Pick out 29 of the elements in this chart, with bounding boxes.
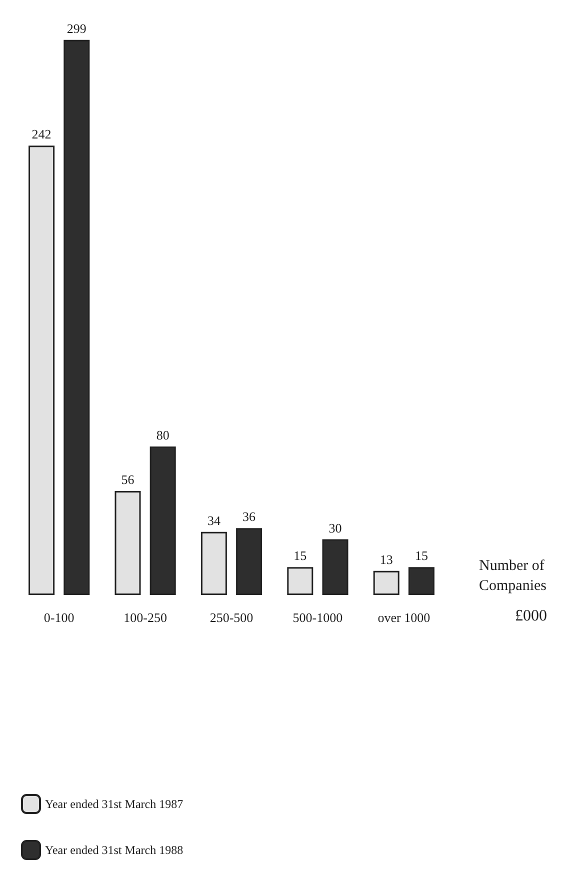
bar xyxy=(114,491,141,595)
bar xyxy=(28,146,55,595)
data-label: 30 xyxy=(328,520,342,536)
bar xyxy=(408,567,434,595)
data-label: 242 xyxy=(32,126,52,142)
bar xyxy=(150,446,176,595)
y-axis-title: Number of Companies xyxy=(479,558,548,594)
x-tick-label: 0-100 xyxy=(44,610,74,625)
data-label: 299 xyxy=(66,20,86,36)
x-tick-label: over 1000 xyxy=(378,610,430,625)
bar xyxy=(64,40,90,595)
bar xyxy=(200,532,227,595)
bar xyxy=(322,539,348,595)
bar xyxy=(373,570,400,595)
bar xyxy=(287,567,314,595)
data-label: 56 xyxy=(121,472,135,488)
data-label: 34 xyxy=(207,512,221,528)
x-axis-title: £000 xyxy=(515,608,547,624)
x-tick-label: 100-250 xyxy=(124,610,167,625)
legend-label: Year ended 31st March 1988 xyxy=(45,843,184,857)
data-label: 80 xyxy=(156,427,170,442)
bar xyxy=(236,528,262,595)
data-label: 15 xyxy=(414,548,428,564)
legend-label: Year ended 31st March 1987 xyxy=(45,797,184,811)
x-tick-label: 250-500 xyxy=(210,610,254,625)
data-label: 36 xyxy=(242,509,256,524)
data-label: 13 xyxy=(380,552,393,567)
data-label: 15 xyxy=(294,548,307,564)
x-tick-label: 500-1000 xyxy=(292,610,343,625)
